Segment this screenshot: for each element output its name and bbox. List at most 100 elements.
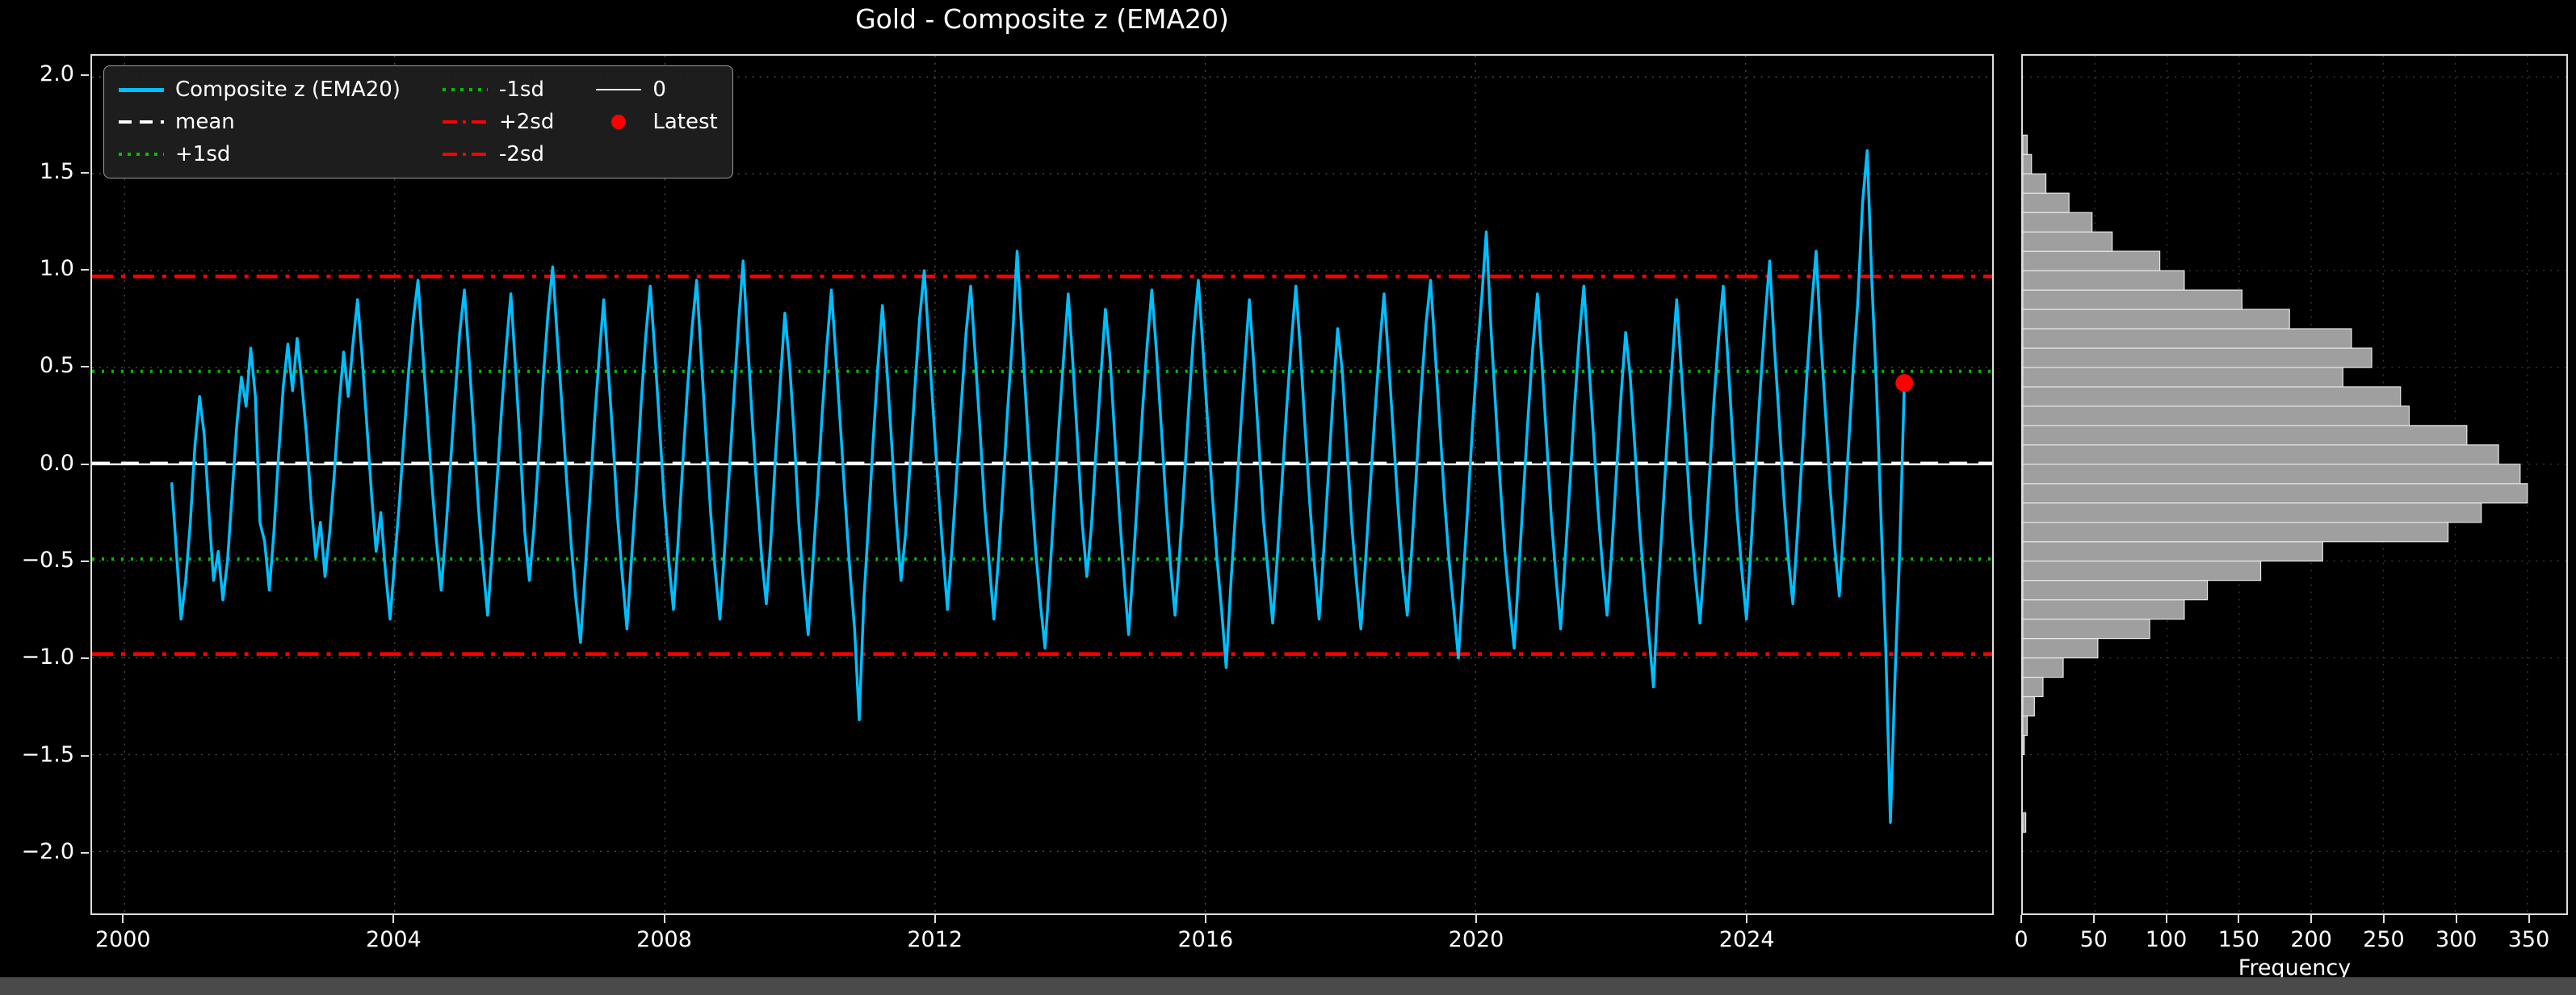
histogram-bar (2023, 444, 2499, 465)
legend-line-icon (119, 146, 164, 162)
legend-label: -1sd (498, 78, 544, 102)
tick-mark (1746, 915, 1748, 923)
tick-mark (122, 915, 124, 923)
histogram-bar (2023, 502, 2482, 523)
hist-x-tick-label: 350 (2507, 927, 2550, 952)
y-tick-label: −0.5 (21, 548, 74, 573)
tick-mark (2382, 915, 2385, 923)
y-tick-label: 1.5 (40, 158, 74, 184)
swatch-shape (442, 153, 488, 156)
histogram-bar (2023, 599, 2185, 620)
window-bottom-bar (0, 977, 2576, 995)
tick-mark (2092, 915, 2095, 923)
histogram-bar (2023, 134, 2028, 155)
histogram-bar (2023, 192, 2070, 213)
hist-x-tick-label: 0 (2014, 927, 2028, 952)
legend-line-icon (596, 82, 642, 98)
histogram-bar (2023, 367, 2343, 388)
reference-lines (92, 275, 1992, 657)
swatch-shape (119, 87, 164, 92)
chart-title: Gold - Composite z (EMA20) (855, 3, 1229, 35)
histogram-bar (2023, 309, 2290, 330)
y-tick-label: 2.0 (40, 61, 74, 87)
histogram-bar (2023, 347, 2373, 368)
x-tick-label: 2024 (1718, 927, 1775, 952)
histogram-bar (2023, 386, 2402, 407)
histogram-bar (2023, 541, 2323, 562)
histogram-bar (2023, 153, 2033, 174)
legend-item-latest: Latest (596, 110, 718, 134)
x-tick-label: 2012 (907, 927, 963, 952)
swatch-shape (442, 120, 488, 124)
legend-line-icon (119, 82, 164, 98)
legend-item-composite-z-ema20-: Composite z (EMA20) (119, 78, 401, 102)
histogram-bar (2023, 328, 2352, 349)
tick-mark (81, 657, 89, 660)
y-tick-label: 0.0 (40, 450, 74, 476)
histogram-canvas (2023, 56, 2566, 913)
tick-mark (663, 915, 665, 923)
histogram-bar (2023, 250, 2161, 271)
histogram-bar (2023, 173, 2047, 194)
swatch-shape (119, 153, 164, 156)
histogram-xlabel: Frequency (2238, 955, 2352, 980)
tick-mark (2020, 915, 2022, 923)
legend: Composite z (EMA20) mean +1sd -1sd +2sd -2sd 0… (103, 65, 733, 178)
x-tick-label: 2008 (636, 927, 692, 952)
histogram-bar (2023, 637, 2099, 659)
histogram-bar (2023, 734, 2025, 756)
histogram-bar (2023, 231, 2113, 252)
histogram-bar (2023, 270, 2185, 291)
tick-mark (81, 560, 89, 563)
histogram-bars (2023, 134, 2528, 833)
series-line (170, 149, 1907, 825)
histogram-bar (2023, 695, 2035, 717)
y-tick-label: −1.0 (21, 644, 74, 670)
tick-mark (81, 754, 89, 757)
latest-dot-icon (596, 114, 641, 130)
legend-label: -2sd (498, 142, 544, 166)
hist-x-tick-label: 250 (2363, 927, 2405, 952)
tick-mark (933, 915, 936, 923)
histogram-bar (2023, 715, 2028, 737)
legend-item-0: 0 (596, 78, 717, 102)
histogram-bar (2023, 657, 2064, 678)
legend-item-mean: mean (119, 110, 401, 134)
legend-line-icon (119, 114, 164, 130)
legend-line-icon (442, 146, 488, 162)
tick-mark (1204, 915, 1206, 923)
legend-label: mean (175, 110, 235, 134)
hist-x-tick-label: 100 (2145, 927, 2188, 952)
legend-label: +1sd (175, 142, 231, 166)
histogram-bar (2023, 580, 2209, 601)
histogram-plot (2021, 54, 2568, 915)
legend-label: 0 (652, 78, 666, 102)
y-tick-label: −1.5 (21, 741, 74, 767)
timeseries-canvas (92, 56, 1992, 913)
y-tick-label: 0.5 (40, 353, 74, 379)
swatch-shape (119, 120, 164, 124)
histogram-bar (2023, 618, 2150, 640)
legend-item--1sd: -1sd (442, 78, 554, 102)
legend-item--2sd: -2sd (442, 142, 554, 166)
hist-x-tick-label: 50 (2079, 927, 2108, 952)
tick-mark (81, 171, 89, 174)
histogram-bar (2023, 212, 2093, 233)
legend-label: Latest (652, 110, 718, 134)
legend-item--2sd: +2sd (442, 110, 555, 134)
hist-x-tick-label: 300 (2435, 927, 2477, 952)
y-tick-label: −2.0 (21, 838, 74, 864)
hist-x-tick-label: 150 (2217, 927, 2260, 952)
histogram-bar (2023, 483, 2528, 504)
tick-mark (81, 463, 89, 465)
legend-line-icon (442, 114, 488, 130)
x-tick-label: 2016 (1177, 927, 1234, 952)
legend-line-icon (442, 82, 488, 98)
histogram-bar (2023, 560, 2262, 581)
legend-label: +2sd (498, 110, 555, 134)
tick-mark (81, 74, 89, 77)
tick-mark (2238, 915, 2240, 923)
tick-mark (2455, 915, 2457, 923)
legend-item--1sd: +1sd (119, 142, 401, 166)
